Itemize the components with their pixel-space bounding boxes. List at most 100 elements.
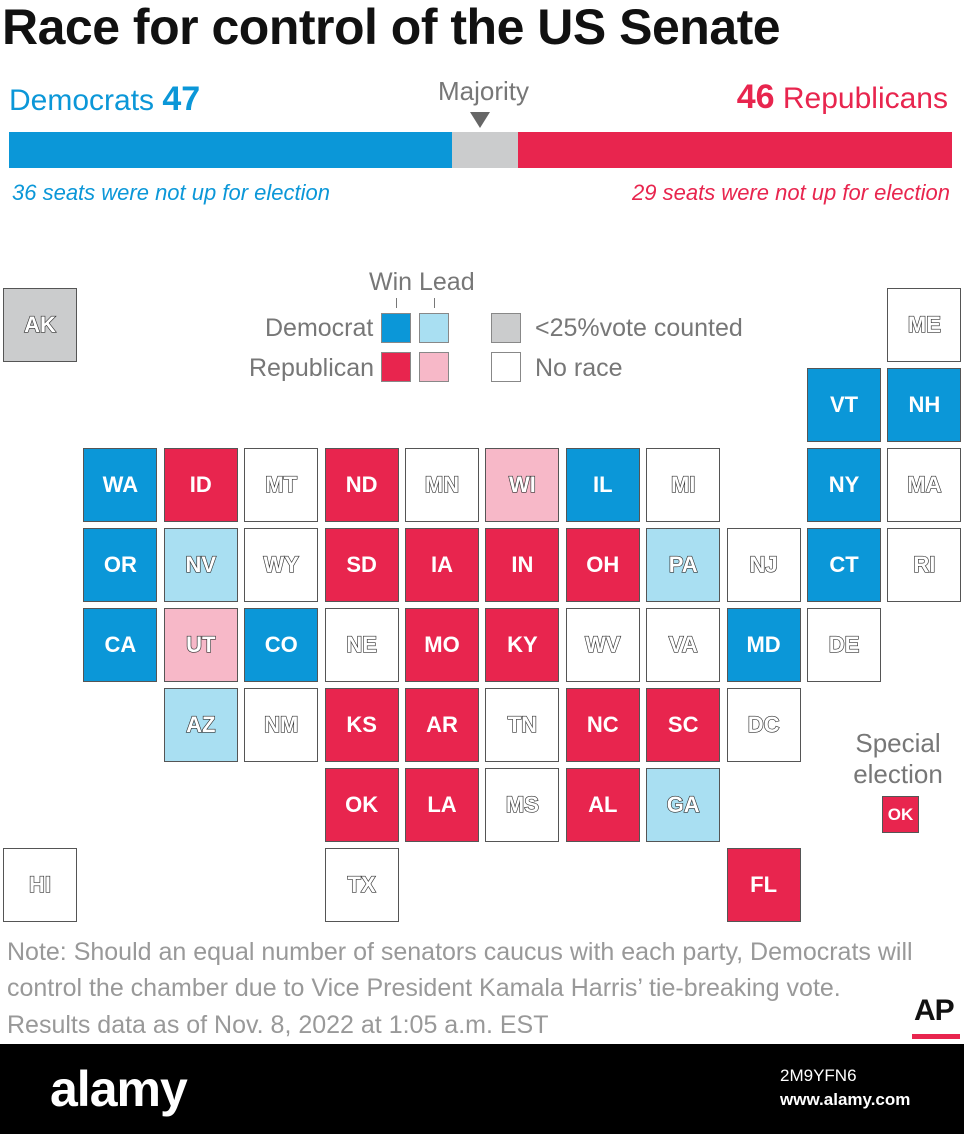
alamy-image-id: 2M9YFN6 [780, 1066, 857, 1085]
state-abbr: KS [346, 712, 377, 737]
state-abbr: CO [264, 632, 298, 657]
state-abbr: ND [345, 472, 378, 497]
state-abbr: AL [588, 792, 618, 817]
seat-bar-republicans [518, 132, 952, 168]
majority-label: Majority [438, 76, 530, 106]
results-timestamp: Results data as of Nov. 8, 2022 at 1:05 … [7, 1011, 549, 1039]
state-tile-ny: NY [807, 448, 881, 522]
state-abbr: RI [913, 551, 936, 577]
page-title: Race for control of the US Senate [2, 0, 781, 55]
state-tile-sd: SD [324, 528, 399, 602]
democrats-seats: 47 [162, 80, 201, 118]
state-tile-or: OR [83, 528, 158, 602]
state-tile-mo: MO [405, 608, 479, 682]
state-tile-vt: VT [807, 368, 881, 442]
state-abbr: NV [185, 551, 217, 577]
state-tile-nv: NV [163, 528, 238, 602]
state-abbr: MN [424, 471, 460, 497]
special-election-tile: OK [882, 796, 919, 833]
state-tile-wv: WV [565, 608, 640, 682]
state-abbr: SD [346, 552, 377, 577]
state-abbr: NJ [749, 551, 778, 577]
state-abbr: MT [265, 471, 298, 497]
state-tile-pa: PA [646, 528, 721, 602]
legend-norace-label: No race [535, 354, 623, 382]
state-abbr: UT [185, 631, 216, 657]
state-tile-wi: WI [485, 448, 560, 522]
state-abbr: PA [668, 551, 698, 577]
state-abbr: TN [507, 711, 538, 737]
state-tile-nd: ND [324, 448, 399, 522]
state-tile-tx: TX [324, 848, 399, 922]
seat-bar-undecided [452, 132, 519, 168]
state-abbr: IN [511, 552, 534, 577]
state-abbr: WV [584, 631, 621, 657]
state-tile-nj: NJ [726, 528, 801, 602]
state-abbr: ID [189, 472, 212, 497]
state-tile-de: DE [807, 608, 881, 682]
state-abbr: GA [666, 791, 700, 817]
state-abbr: NC [586, 712, 619, 737]
state-abbr: VT [829, 392, 859, 417]
state-abbr: VA [668, 631, 698, 657]
state-abbr: ME [907, 311, 941, 337]
state-abbr: DC [747, 711, 780, 737]
state-abbr: OH [586, 552, 620, 577]
republicans-seats: 46 [736, 78, 775, 116]
state-abbr: NE [346, 631, 378, 657]
state-abbr: OR [103, 552, 137, 577]
state-tile-ut: UT [163, 608, 238, 682]
state-tile-az: AZ [163, 688, 238, 762]
state-abbr: WI [508, 471, 536, 497]
state-tile-sc: SC [646, 688, 721, 762]
state-abbr: OK [345, 792, 379, 817]
state-tile-nm: NM [244, 688, 319, 762]
ap-logo-underline [912, 1034, 960, 1039]
state-tile-oh: OH [565, 528, 640, 602]
state-tile-id: ID [163, 448, 238, 522]
state-tile-al: AL [565, 768, 640, 842]
state-abbr: HI [28, 871, 51, 897]
state-tile-va: VA [646, 608, 721, 682]
legend-republican-label: Republican [249, 354, 375, 382]
legend-win-label: Win [369, 268, 413, 296]
state-abbr: MO [424, 632, 460, 657]
state-tile-ga: GA [646, 768, 721, 842]
state-tile-mi: MI [646, 448, 721, 522]
state-abbr: MS [505, 791, 539, 817]
democrats-name: Democrats [9, 84, 155, 117]
state-tile-ak: AK [3, 288, 77, 362]
state-abbr: IL [593, 472, 613, 497]
legend-under25-label: <25%vote counted [535, 314, 743, 342]
state-tile-wy: WY [244, 528, 319, 602]
state-abbr: AR [426, 712, 458, 737]
state-abbr: LA [427, 792, 457, 817]
state-abbr: DE [828, 631, 860, 657]
state-tile-mt: MT [244, 448, 319, 522]
state-abbr: NH [908, 392, 941, 417]
state-abbr: KY [507, 632, 538, 657]
alamy-logo: alamy [50, 1061, 188, 1117]
state-tile-co: CO [244, 608, 319, 682]
state-abbr: CT [829, 552, 859, 577]
legend-dem-lead-swatch [419, 313, 449, 343]
state-abbr: AK [23, 311, 56, 337]
special-election-label: Special election [853, 728, 943, 789]
state-tile-ok: OK [324, 768, 399, 842]
democrats-count: Democrats 47 [9, 80, 200, 119]
state-tile-ia: IA [405, 528, 479, 602]
footer-bar [0, 1044, 964, 1134]
state-abbr: AZ [185, 711, 216, 737]
state-abbr: TX [347, 871, 376, 897]
state-tile-nh: NH [887, 368, 962, 442]
state-tile-dc: DC [726, 688, 801, 762]
alamy-url: www.alamy.com [780, 1090, 911, 1109]
majority-arrow-icon [470, 112, 490, 128]
republicans-not-up-note: 29 seats were not up for election [632, 180, 950, 205]
state-abbr: SC [667, 712, 699, 737]
state-tile-ky: KY [485, 608, 560, 682]
state-abbr: IA [431, 552, 453, 577]
state-abbr: CA [104, 632, 137, 657]
state-tile-ca: CA [83, 608, 158, 682]
seat-bar [9, 132, 952, 168]
